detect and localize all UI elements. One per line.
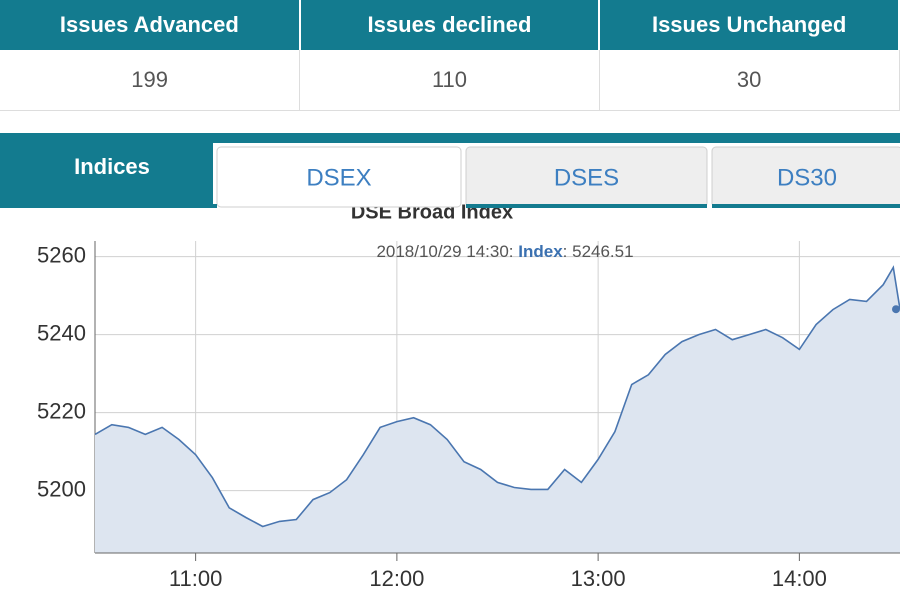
- tooltip-time: 2018/10/29 14:30: [376, 242, 508, 261]
- line: [94, 265, 900, 528]
- section-tab: [0, 133, 213, 207]
- column-header: Issues Unchanged: [599, 0, 900, 50]
- column-header: Issues declined: [299, 0, 601, 50]
- area: [95, 267, 900, 553]
- tab-label: DSEX: [306, 164, 371, 191]
- column-header: Issues Advanced: [0, 0, 301, 50]
- x-tick-label: 11:00: [169, 566, 222, 591]
- tab-underline: [0, 204, 217, 208]
- section-label: Indices: [74, 154, 150, 179]
- tooltip-value: 5246.51: [572, 242, 633, 261]
- x-tick-label: 12:00: [369, 566, 424, 591]
- cell: 199: [0, 50, 301, 111]
- tooltip-sep: :: [563, 242, 572, 261]
- tab-label: DSES: [554, 164, 619, 191]
- cell: 110: [299, 50, 600, 111]
- tooltip-series: Index: [518, 242, 563, 261]
- y-tick-label: 5220: [37, 398, 86, 423]
- tooltip: 2018/10/29 14:30: Index: 5246.51: [376, 242, 633, 261]
- cell: 30: [599, 50, 900, 111]
- tab-bar: [0, 133, 900, 143]
- hover-point: [892, 305, 900, 314]
- x-tick-label: 13:00: [571, 566, 626, 591]
- tab-underline: [466, 204, 707, 208]
- tab-underline: [712, 204, 900, 208]
- tab-label: DS30: [777, 164, 837, 191]
- x-tick-label: 14:00: [772, 566, 827, 591]
- y-tick-label: 5240: [37, 320, 86, 345]
- tooltip-sep: :: [509, 242, 518, 261]
- y-tick-label: 5200: [37, 476, 86, 501]
- tab: [216, 146, 462, 208]
- y-tick-label: 5260: [37, 242, 86, 267]
- market-summary: Issues Advanced Issues declined Issues Unc…: [0, 0, 900, 111]
